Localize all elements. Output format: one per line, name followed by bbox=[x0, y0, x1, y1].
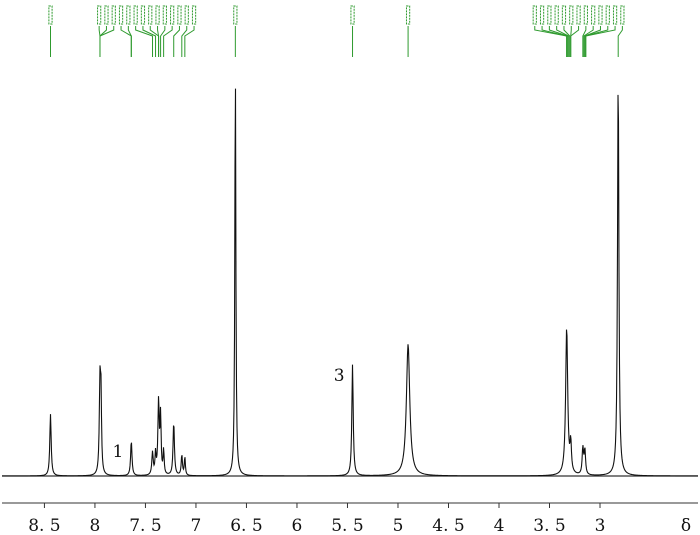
shift-label-mark bbox=[111, 5, 116, 25]
shift-label-mark bbox=[591, 5, 596, 25]
shift-label-mark bbox=[184, 5, 189, 25]
shift-label-leader bbox=[157, 26, 160, 57]
shift-label-mark bbox=[620, 5, 625, 25]
shift-label-leader bbox=[563, 26, 571, 57]
x-tick-label: 6 bbox=[292, 516, 303, 535]
shift-label-leader bbox=[570, 26, 580, 57]
shift-label-leader bbox=[556, 26, 570, 57]
shift-label-leader bbox=[99, 26, 115, 57]
shift-label-mark bbox=[162, 5, 167, 25]
shift-label-mark bbox=[561, 5, 567, 25]
x-tick-label: 6. 5 bbox=[230, 516, 262, 535]
x-tick-label: 3 bbox=[595, 516, 606, 535]
shift-label-leader bbox=[135, 26, 154, 57]
shift-label-leader bbox=[583, 26, 594, 57]
shift-label-mark bbox=[177, 5, 182, 25]
x-tick-label: 7 bbox=[191, 516, 202, 535]
x-tick-label: 8. 5 bbox=[28, 516, 60, 535]
x-tick-label: 8 bbox=[90, 516, 101, 535]
shift-label-mark bbox=[405, 5, 411, 25]
x-tick-label: 7. 5 bbox=[129, 516, 161, 535]
shift-label-mark bbox=[532, 5, 537, 25]
shift-label-mark bbox=[148, 5, 153, 25]
shift-label-leader bbox=[181, 26, 188, 57]
shift-label-leader bbox=[163, 26, 173, 57]
shift-label-leader bbox=[173, 26, 180, 57]
spectrum-layer bbox=[2, 88, 698, 477]
shift-label-leader bbox=[585, 26, 616, 57]
shift-label-mark bbox=[583, 5, 588, 25]
shift-label-mark bbox=[547, 5, 552, 25]
shift-label-leader bbox=[541, 26, 568, 57]
peak-annotation-layer: 13 bbox=[112, 366, 344, 462]
x-tick-label: 5 bbox=[393, 516, 404, 535]
shift-label-mark bbox=[155, 5, 160, 25]
shift-label-leader bbox=[184, 26, 195, 57]
shift-label-leader bbox=[120, 26, 132, 57]
shift-label-leader bbox=[99, 26, 107, 57]
shift-label-mark bbox=[612, 5, 618, 25]
shift-label-leader bbox=[160, 26, 166, 57]
shift-label-leader bbox=[617, 26, 623, 57]
shift-label-mark bbox=[126, 5, 131, 25]
shift-label-leader bbox=[584, 26, 609, 57]
shift-label-leader bbox=[548, 26, 569, 57]
shift-label-leader bbox=[127, 26, 132, 57]
shift-label-mark bbox=[133, 5, 138, 25]
shift-label-mark bbox=[118, 5, 124, 25]
x-tick-label: 4 bbox=[494, 516, 505, 535]
peak-number-label: 1 bbox=[112, 442, 123, 462]
shift-label-mark bbox=[569, 5, 574, 25]
shift-label-mark bbox=[48, 5, 53, 25]
shift-label-mark bbox=[191, 5, 197, 25]
x-tick-label: 3. 5 bbox=[533, 516, 565, 535]
shift-label-mark bbox=[233, 5, 238, 25]
x-tick-label: 5. 5 bbox=[331, 516, 363, 535]
x-axis-label: δ bbox=[681, 516, 691, 535]
shift-label-mark bbox=[104, 5, 109, 25]
shift-label-leader bbox=[582, 26, 587, 57]
shift-label-mark bbox=[170, 5, 175, 25]
peak-number-label: 3 bbox=[334, 366, 345, 386]
shift-label-leader bbox=[142, 26, 157, 57]
shift-label-mark bbox=[350, 5, 355, 25]
shift-label-mark bbox=[554, 5, 559, 25]
x-axis: 8. 5 8 7. 5 7 6. 5 6 5. 5 5 4. 5 4 3. 5 3 bbox=[2, 502, 698, 535]
spectrum-trace bbox=[2, 88, 698, 477]
shift-label-mark bbox=[605, 5, 610, 25]
shift-label-mark bbox=[140, 5, 146, 25]
shift-label-mark bbox=[598, 5, 603, 25]
shift-label-mark bbox=[576, 5, 581, 25]
shift-label-mark bbox=[97, 5, 102, 25]
x-tick-label: 4. 5 bbox=[432, 516, 464, 535]
chemical-shift-label-layer bbox=[48, 5, 625, 57]
shift-label-mark bbox=[539, 5, 545, 25]
